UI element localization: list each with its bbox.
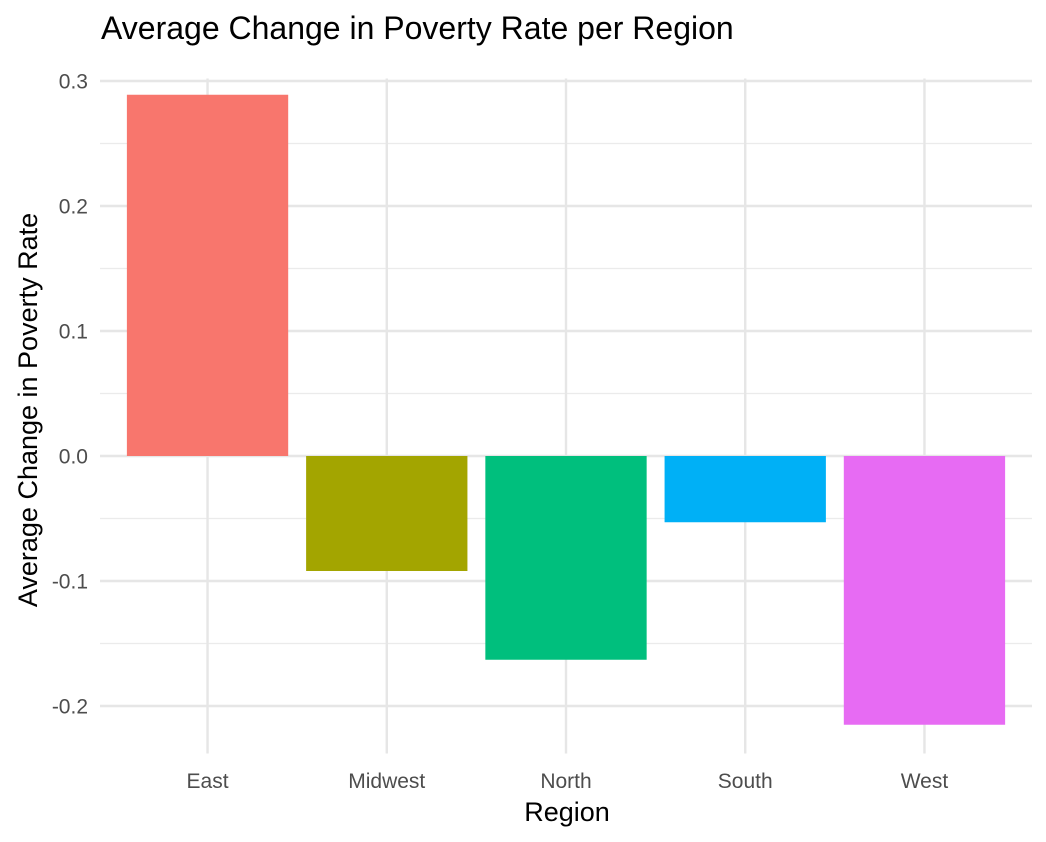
y-tick-label: -0.2: [52, 696, 88, 719]
y-tick-label: 0.1: [59, 321, 88, 344]
bar-west: [843, 456, 1006, 725]
y-axis-ticks: -0.2 -0.1 0.0 0.1 0.2 0.3: [52, 71, 88, 719]
x-axis-ticks: East Midwest North South West: [187, 770, 949, 793]
x-axis-title: Region: [524, 797, 610, 827]
y-tick-label: -0.1: [52, 571, 88, 594]
plot-panel: [100, 78, 1032, 754]
x-tick-label: West: [901, 770, 949, 793]
y-tick-label: 0.3: [59, 71, 88, 94]
bar-midwest: [306, 456, 468, 571]
x-tick-label: Midwest: [348, 770, 425, 793]
y-tick-label: 0.2: [59, 196, 88, 219]
bars: [126, 94, 1006, 725]
y-axis-title: Average Change in Poverty Rate: [13, 213, 43, 607]
x-tick-label: South: [718, 770, 773, 793]
bar-north: [485, 456, 647, 660]
bar-south: [664, 456, 826, 523]
x-tick-label: North: [540, 770, 591, 793]
x-tick-label: East: [187, 770, 229, 793]
chart-title: Average Change in Poverty Rate per Regio…: [101, 10, 734, 46]
y-tick-label: 0.0: [59, 446, 88, 469]
bar-east: [126, 94, 289, 456]
